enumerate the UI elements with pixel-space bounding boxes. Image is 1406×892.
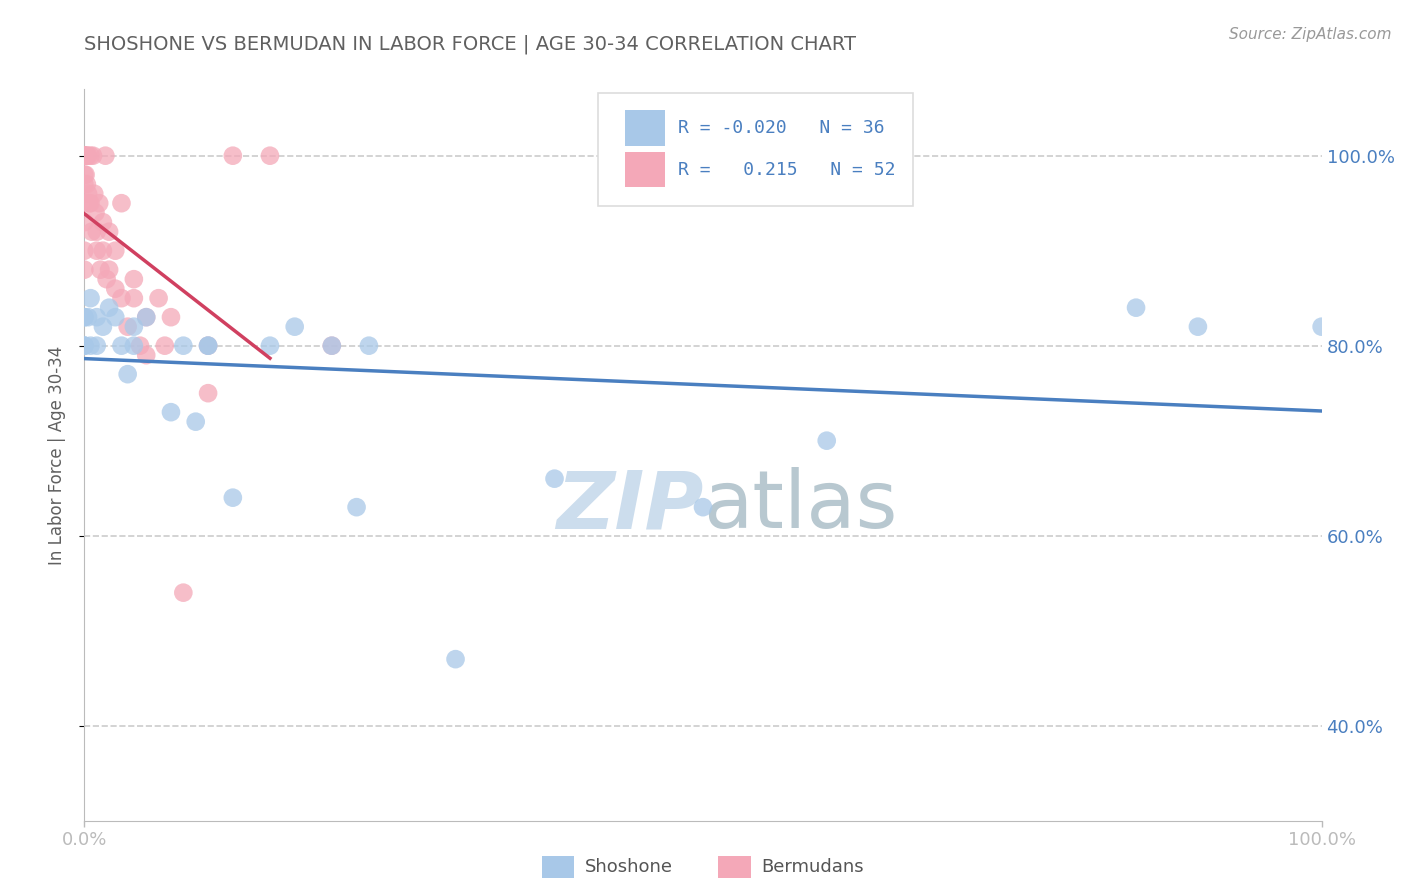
Point	[86, 244, 108, 258]
Point	[91, 244, 114, 258]
Point	[543, 472, 565, 486]
Text: Source: ZipAtlas.com: Source: ZipAtlas.com	[1229, 27, 1392, 42]
Point	[98, 225, 121, 239]
Point	[172, 585, 194, 599]
Point	[135, 310, 157, 325]
Point	[94, 149, 117, 163]
Point	[73, 149, 96, 163]
Point	[73, 244, 96, 258]
Point	[73, 262, 96, 277]
Point	[1310, 319, 1333, 334]
Point	[79, 196, 101, 211]
Point	[89, 262, 111, 277]
Point	[122, 339, 145, 353]
Point	[184, 415, 207, 429]
Point	[122, 319, 145, 334]
Point	[73, 339, 96, 353]
Point	[73, 310, 96, 325]
Point	[104, 310, 127, 325]
Point	[73, 149, 96, 163]
Point	[77, 186, 100, 201]
Point	[197, 386, 219, 401]
Point	[117, 367, 139, 381]
Point	[75, 149, 97, 163]
Point	[153, 339, 176, 353]
Point	[77, 310, 100, 325]
Point	[79, 149, 101, 163]
Point	[117, 319, 139, 334]
Y-axis label: In Labor Force | Age 30-34: In Labor Force | Age 30-34	[48, 345, 66, 565]
Point	[104, 244, 127, 258]
Point	[77, 149, 100, 163]
Point	[197, 339, 219, 353]
Text: R =   0.215   N = 52: R = 0.215 N = 52	[678, 161, 896, 178]
Point	[160, 310, 183, 325]
Point	[1125, 301, 1147, 315]
Point	[692, 500, 714, 515]
Point	[86, 310, 108, 325]
Point	[110, 339, 132, 353]
Point	[259, 149, 281, 163]
Text: R = -0.020   N = 36: R = -0.020 N = 36	[678, 119, 884, 137]
Legend: Shoshone, Bermudans: Shoshone, Bermudans	[534, 848, 872, 885]
Point	[197, 339, 219, 353]
Point	[80, 225, 103, 239]
Point	[89, 196, 111, 211]
Point	[122, 272, 145, 286]
Point	[73, 149, 96, 163]
Point	[148, 291, 170, 305]
Point	[346, 500, 368, 515]
Point	[86, 339, 108, 353]
Point	[815, 434, 838, 448]
Text: ZIP: ZIP	[555, 467, 703, 545]
Point	[135, 310, 157, 325]
Point	[73, 149, 96, 163]
Point	[1187, 319, 1209, 334]
Point	[79, 339, 101, 353]
Text: SHOSHONE VS BERMUDAN IN LABOR FORCE | AGE 30-34 CORRELATION CHART: SHOSHONE VS BERMUDAN IN LABOR FORCE | AG…	[84, 34, 856, 54]
Point	[79, 196, 101, 211]
Point	[129, 339, 152, 353]
FancyBboxPatch shape	[598, 93, 914, 206]
Point	[357, 339, 380, 353]
Point	[110, 196, 132, 211]
Point	[73, 339, 96, 353]
Point	[284, 319, 307, 334]
Point	[79, 291, 101, 305]
Point	[73, 196, 96, 211]
Point	[91, 215, 114, 229]
Point	[86, 225, 108, 239]
Point	[73, 310, 96, 325]
Point	[104, 282, 127, 296]
Point	[197, 339, 219, 353]
Point	[444, 652, 467, 666]
Point	[83, 186, 105, 201]
Point	[73, 215, 96, 229]
Point	[96, 272, 118, 286]
Point	[321, 339, 343, 353]
Point	[122, 291, 145, 305]
Point	[259, 339, 281, 353]
Point	[110, 291, 132, 305]
Point	[172, 339, 194, 353]
Point	[73, 168, 96, 182]
Point	[75, 168, 97, 182]
Point	[76, 149, 98, 163]
Point	[160, 405, 183, 419]
Point	[91, 319, 114, 334]
FancyBboxPatch shape	[626, 111, 665, 145]
Point	[76, 177, 98, 191]
Point	[84, 205, 107, 219]
Point	[222, 149, 245, 163]
Point	[98, 262, 121, 277]
FancyBboxPatch shape	[626, 153, 665, 187]
Point	[82, 149, 104, 163]
Text: atlas: atlas	[703, 467, 897, 545]
Point	[321, 339, 343, 353]
Point	[73, 339, 96, 353]
Point	[73, 177, 96, 191]
Point	[98, 301, 121, 315]
Point	[222, 491, 245, 505]
Point	[135, 348, 157, 362]
